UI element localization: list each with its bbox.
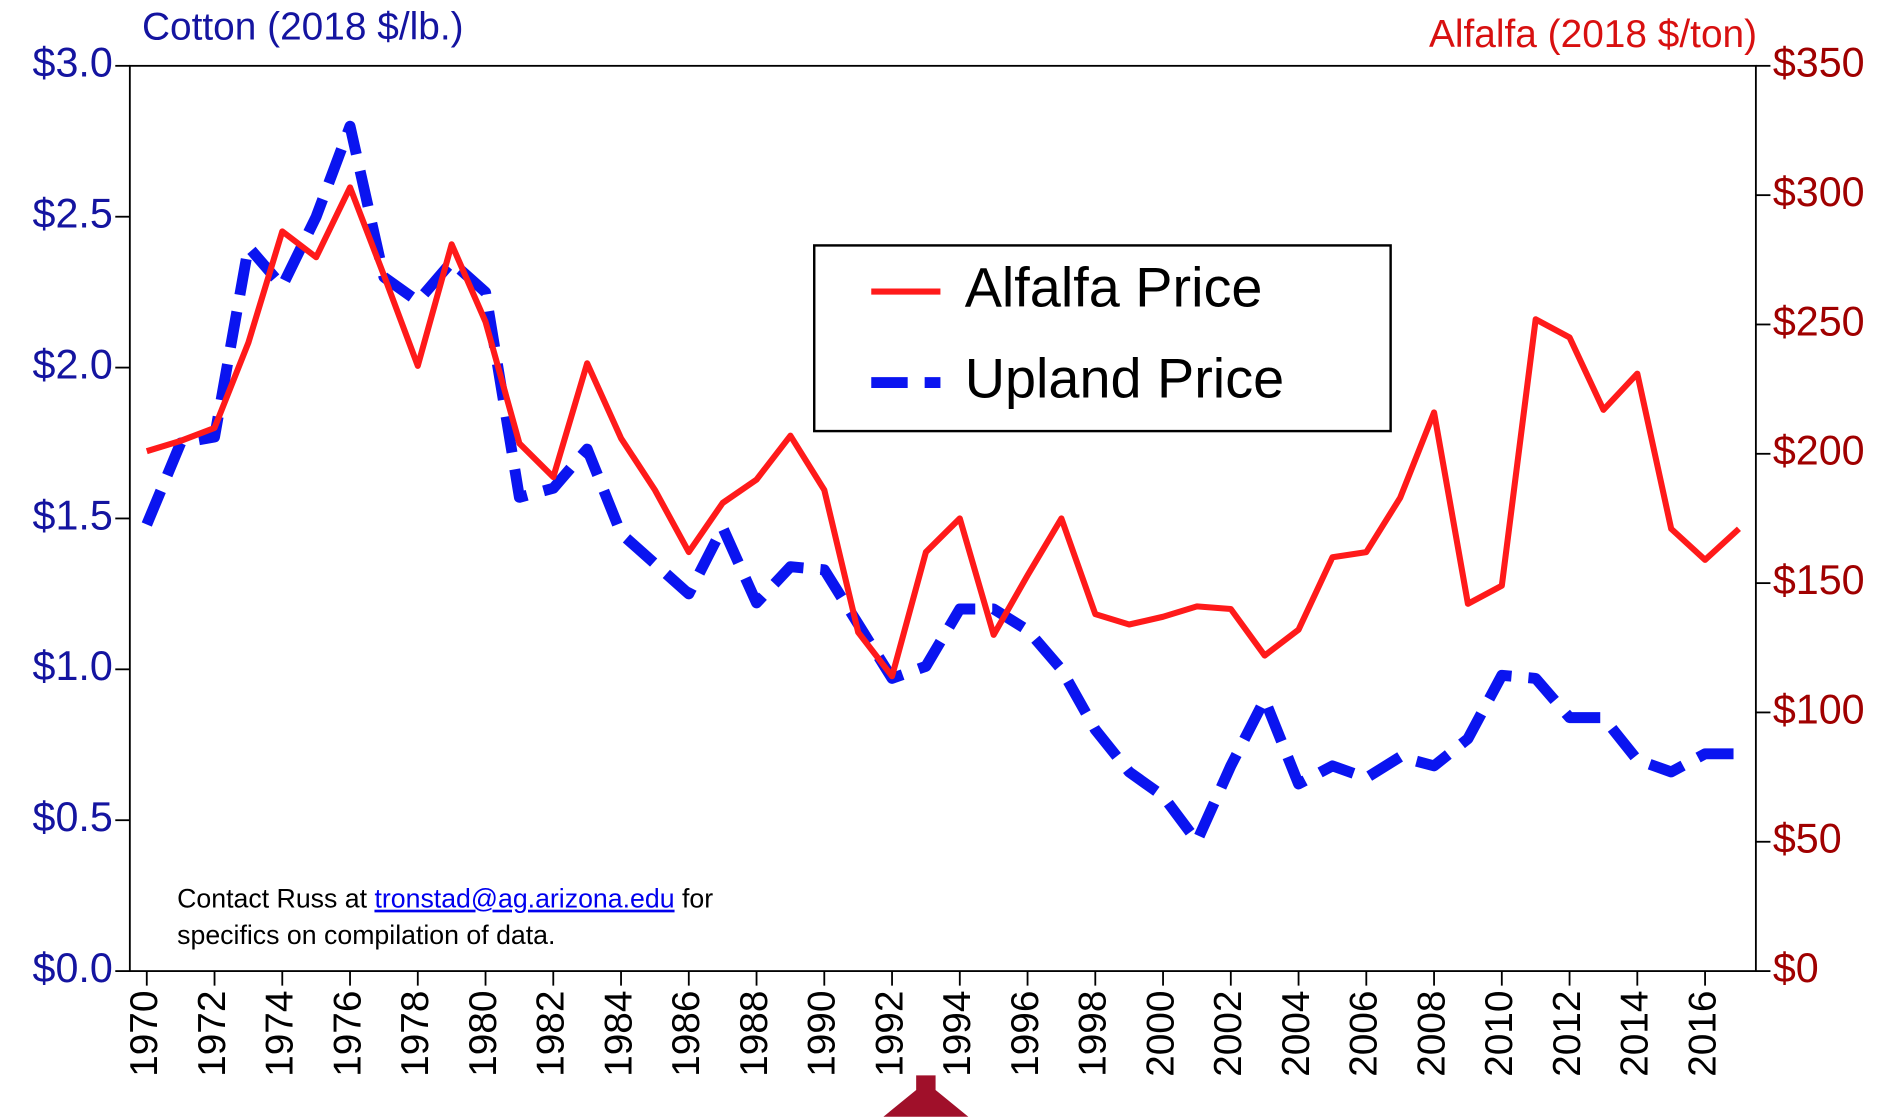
series-line [145, 184, 1741, 680]
y-tick-label: $3.0 [33, 40, 113, 86]
x-tick-label: 2014 [1614, 990, 1657, 1076]
y2-tick-label: $250 [1773, 298, 1865, 344]
x-tick-label: 2008 [1410, 990, 1453, 1076]
x-tick-label: 1996 [1004, 990, 1047, 1076]
legend-label: Alfalfa Price [965, 255, 1263, 318]
x-tick-label: 1986 [665, 990, 708, 1076]
y-tick-label: $1.5 [33, 492, 113, 538]
y2-tick-label: $200 [1773, 428, 1865, 474]
x-tick-label: 1976 [326, 990, 369, 1076]
y2-tick-label: $100 [1773, 686, 1865, 732]
y2-tick-label: $0 [1773, 945, 1819, 991]
x-tick-label: 1992 [868, 990, 911, 1076]
y-tick-label: $2.5 [33, 191, 113, 237]
note-link[interactable]: tronstad@ag.arizona.edu [374, 884, 674, 914]
x-tick-label: 2006 [1343, 990, 1386, 1076]
x-tick-label: 1994 [936, 990, 979, 1076]
x-tick-label: 2010 [1478, 990, 1521, 1076]
x-tick-label: 2016 [1681, 990, 1724, 1076]
y-tick-label: $1.0 [33, 643, 113, 689]
y-tick-label: $0.5 [33, 794, 113, 840]
series-line [141, 120, 1739, 847]
note-text: specifics on compilation of data. [177, 920, 555, 950]
x-tick-label: 2012 [1546, 990, 1589, 1076]
x-tick-label: 1970 [123, 990, 166, 1076]
x-tick-label: 1984 [597, 990, 640, 1076]
x-tick-label: 1974 [259, 990, 302, 1076]
x-tick-label: 2004 [1275, 990, 1318, 1076]
y2-tick-label: $50 [1773, 816, 1842, 862]
y2-tick-label: $150 [1773, 557, 1865, 603]
x-tick-label: 2000 [1139, 990, 1182, 1076]
x-tick-label: 1980 [462, 990, 505, 1076]
x-tick-label: 2002 [1207, 990, 1250, 1076]
legend [813, 244, 1392, 433]
y-tick-label: $2.0 [33, 341, 113, 387]
x-tick-label: 1972 [191, 990, 234, 1076]
x-tick-label: 1982 [530, 990, 573, 1076]
y-axis-title: Cotton (2018 $/lb.) [142, 6, 464, 49]
y2-tick-label: $300 [1773, 169, 1865, 215]
x-tick-label: 1978 [394, 990, 437, 1076]
x-tick-label: 1990 [801, 990, 844, 1076]
y2-axis-title: Alfalfa (2018 $/ton) [1429, 13, 1757, 56]
x-tick-label: 1998 [1072, 990, 1115, 1076]
note-text: Contact Russ at [177, 884, 367, 914]
note: Contact Russ at tronstad@ag.arizona.edu … [177, 884, 713, 914]
y-tick-label: $0.0 [33, 945, 113, 991]
x-tick-label: 1988 [733, 990, 776, 1076]
note-text: for [682, 884, 713, 914]
y2-tick-label: $350 [1773, 40, 1865, 86]
cursor-icon [883, 1075, 969, 1117]
legend-label: Upland Price [965, 346, 1284, 409]
